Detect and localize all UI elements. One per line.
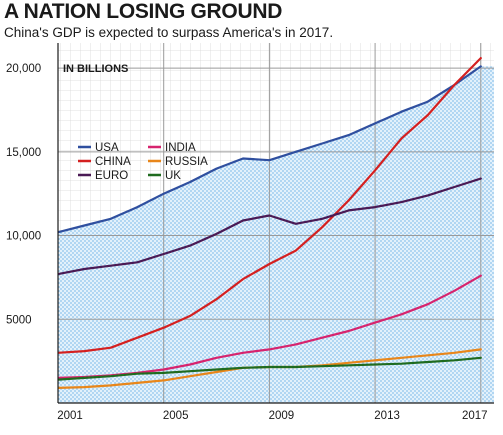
series-line-china [58, 57, 482, 354]
legend-label-euro: EURO [95, 170, 128, 182]
x-tick-label: 2001 [57, 410, 83, 422]
y-tick-label: 5000 [6, 314, 32, 326]
x-tick-label: 2013 [374, 410, 400, 422]
chart-subtitle: China's GDP is expected to surpass Ameri… [4, 25, 334, 40]
y-tick-label: 15,000 [6, 147, 41, 159]
x-tick-label: 2009 [269, 410, 295, 422]
legend-label-uk: UK [165, 170, 181, 182]
legend-label-russia: RUSSIA [165, 156, 208, 168]
series-line-usa [58, 65, 482, 234]
legend-label-usa: USA [95, 142, 119, 154]
legend-label-china: CHINA [95, 156, 131, 168]
y-tick-label: 10,000 [6, 231, 41, 243]
unit-label: IN BILLIONS [63, 63, 128, 75]
x-tick-label: 2017 [462, 410, 488, 422]
series-line-euro [58, 177, 482, 276]
chart-title: A NATION LOSING GROUND [4, 0, 283, 23]
legend-label-india: INDIA [165, 142, 196, 154]
x-tick-label: 2005 [163, 410, 189, 422]
series-line-uk [58, 356, 482, 381]
y-tick-label: 20,000 [6, 63, 41, 75]
